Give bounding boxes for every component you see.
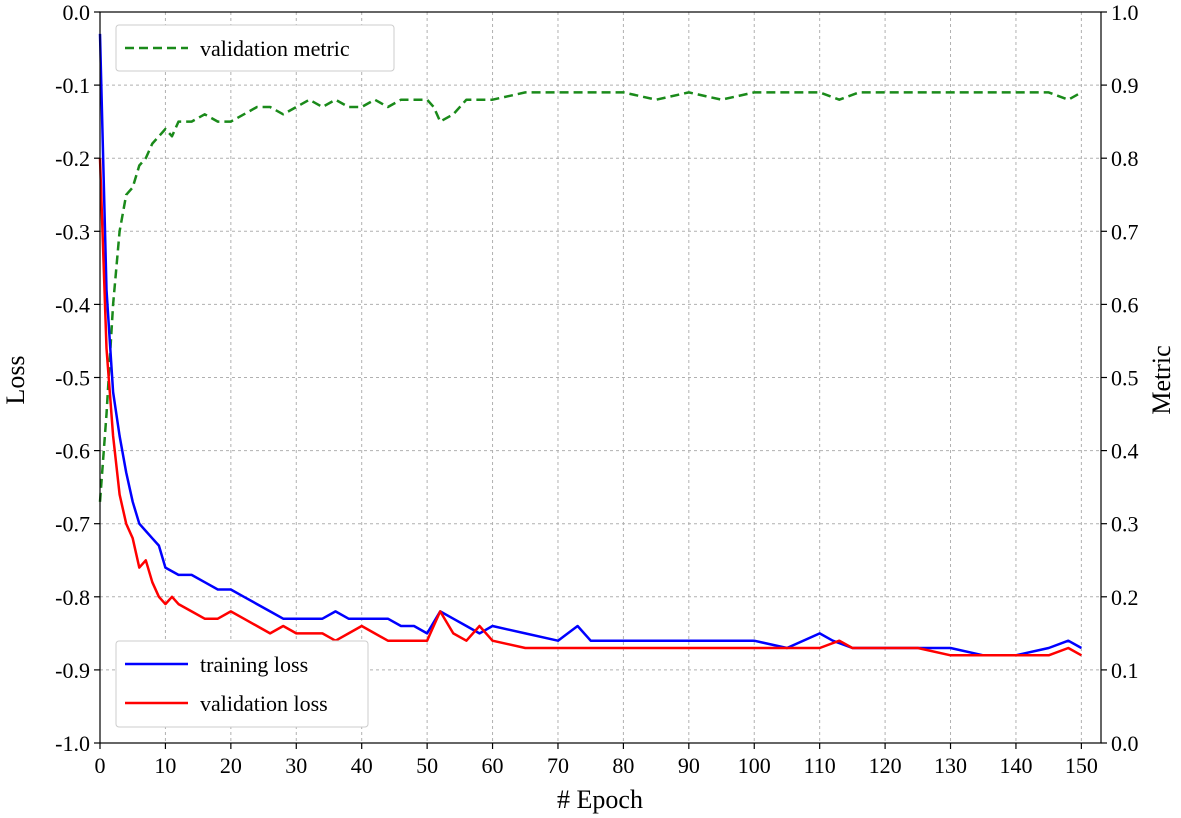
x-tick-label: 0 bbox=[95, 753, 106, 778]
x-tick-label: 100 bbox=[738, 753, 771, 778]
series-line-validation-loss bbox=[98, 158, 1083, 657]
x-tick-label: 40 bbox=[351, 753, 373, 778]
y-tick-label-left: -0.3 bbox=[55, 219, 90, 244]
series-layer bbox=[98, 33, 1083, 657]
y-tick-label-left: 0.0 bbox=[63, 0, 91, 25]
x-tick-label: 50 bbox=[416, 753, 438, 778]
y-tick-label-left: -0.8 bbox=[55, 585, 90, 610]
y-tick-label-left: -0.4 bbox=[55, 292, 90, 317]
y-tick-label-left: -0.9 bbox=[55, 658, 90, 683]
y-tick-label-left: -0.2 bbox=[55, 146, 90, 171]
x-tick-label: 140 bbox=[999, 753, 1032, 778]
series-line-training-loss bbox=[98, 33, 1083, 657]
y-tick-label-right: 1.0 bbox=[1111, 0, 1139, 25]
series-line-validation-metric bbox=[98, 91, 1083, 502]
y-tick-label-right: 0.6 bbox=[1111, 292, 1139, 317]
y-tick-label-left: -0.5 bbox=[55, 366, 90, 391]
legend-bottom-box bbox=[115, 640, 369, 728]
x-tick-label: 80 bbox=[612, 753, 634, 778]
x-tick-label: 130 bbox=[934, 753, 967, 778]
y-tick-label-right: 0.3 bbox=[1111, 512, 1139, 537]
y-tick-label-left: -0.1 bbox=[55, 73, 90, 98]
x-tick-label: 110 bbox=[804, 753, 836, 778]
x-tick-label: 120 bbox=[869, 753, 902, 778]
y-tick-label-right: 0.1 bbox=[1111, 658, 1139, 683]
x-tick-label: 90 bbox=[678, 753, 700, 778]
y-tick-label-right: 0.9 bbox=[1111, 73, 1139, 98]
y-tick-label-left: -0.6 bbox=[55, 439, 90, 464]
x-tick-label: 60 bbox=[482, 753, 504, 778]
x-tick-label: 70 bbox=[547, 753, 569, 778]
y-tick-label-right: 0.2 bbox=[1111, 585, 1139, 610]
x-tick-label: 150 bbox=[1065, 753, 1098, 778]
x-tick-label: 10 bbox=[154, 753, 176, 778]
y-tick-label-right: 0.7 bbox=[1111, 219, 1139, 244]
y-axis-label-left: Loss bbox=[1, 355, 30, 404]
legend-bottom: training loss validation loss bbox=[115, 640, 369, 728]
ticks: 0 10 20 30 40 50 60 70 80 90 100 110 120 130 140 150 -1.… bbox=[55, 0, 1138, 778]
grid bbox=[99, 11, 1101, 744]
x-tick-label: 30 bbox=[285, 753, 307, 778]
legend-top: validation metric bbox=[115, 24, 395, 72]
legend-label-training-loss: training loss bbox=[200, 652, 308, 677]
y-tick-label-right: 0.5 bbox=[1111, 366, 1139, 391]
x-tick-label: 20 bbox=[220, 753, 242, 778]
y-tick-label-left: -1.0 bbox=[55, 731, 90, 756]
y-tick-label-right: 0.0 bbox=[1111, 731, 1139, 756]
y-tick-label-left: -0.7 bbox=[55, 512, 90, 537]
y-tick-label-right: 0.4 bbox=[1111, 439, 1139, 464]
legend-label-validation-metric: validation metric bbox=[200, 36, 350, 61]
y-tick-label-right: 0.8 bbox=[1111, 146, 1139, 171]
x-axis-label: # Epoch bbox=[557, 785, 643, 814]
legend-top-box bbox=[115, 24, 395, 72]
y-axis-label-right: Metric bbox=[1147, 345, 1176, 414]
legend-label-validation-loss: validation loss bbox=[200, 691, 328, 716]
